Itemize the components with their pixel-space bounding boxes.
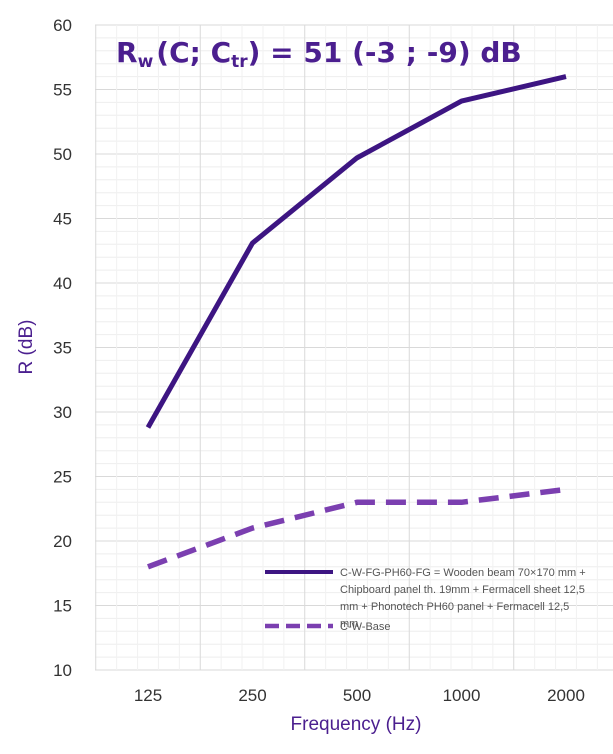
chart-title: Rw (C; Ctr) = 51 (-3 ; -9) dB: [116, 36, 522, 72]
x-tick-label: 1000: [443, 686, 481, 705]
x-axis-ticks: 125 250 500 1000 2000: [134, 686, 585, 705]
y-tick-label: 10: [53, 661, 72, 680]
series-line-1: [145, 74, 567, 429]
series-layer: [145, 74, 567, 570]
x-axis-title: Frequency (Hz): [291, 714, 422, 735]
x-tick-label: 2000: [547, 686, 585, 705]
x-tick-label: 125: [134, 686, 162, 705]
y-tick-label: 15: [53, 597, 72, 616]
y-tick-label: 40: [53, 274, 72, 293]
y-tick-label: 25: [53, 468, 72, 487]
title-open: (C; C: [156, 36, 231, 69]
y-axis-ticks: 10 15 20 25 30 35 40 45 50 55 60: [53, 16, 72, 680]
legend-label: C-W-Base: [340, 621, 391, 633]
y-tick-label: 30: [53, 403, 72, 422]
title-w-subscript: w: [138, 52, 154, 72]
y-tick-label: 20: [53, 532, 72, 551]
title-tr-subscript: tr: [231, 52, 248, 72]
y-axis-title: R (dB): [16, 320, 37, 375]
y-tick-label: 45: [53, 210, 72, 229]
title-r: R: [116, 36, 138, 69]
title-close: ) dB: [458, 36, 522, 69]
legend-label: C-W-FG-PH60-FG = Wooden beam 70×170 mm +…: [340, 567, 586, 630]
y-tick-label: 55: [53, 81, 72, 100]
y-tick-label: 50: [53, 145, 72, 164]
legend: C-W-FG-PH60-FG = Wooden beam 70×170 mm +…: [265, 567, 586, 633]
grid: [95, 24, 613, 671]
title-mid: ) = 51 (: [248, 36, 365, 69]
x-tick-label: 250: [238, 686, 266, 705]
title-c-values: -3 ; -9: [365, 36, 458, 69]
y-tick-label: 60: [53, 16, 72, 35]
x-tick-label: 500: [343, 686, 371, 705]
y-tick-label: 35: [53, 339, 72, 358]
